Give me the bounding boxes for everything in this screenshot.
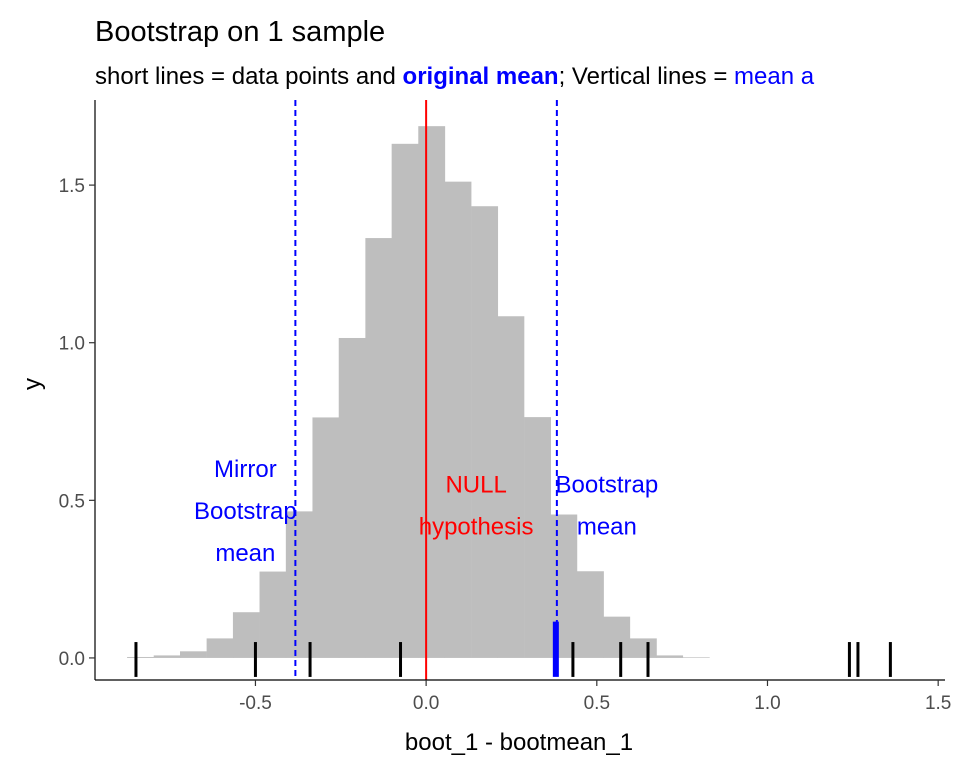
histogram-bar: [285, 511, 313, 658]
histogram-bar: [127, 656, 154, 658]
histogram-bar: [603, 616, 631, 658]
histogram-bar: [682, 657, 710, 658]
histogram-bars: [127, 126, 710, 658]
x-tick-label: 1.0: [754, 693, 780, 714]
y-tick-label: 0.5: [59, 491, 85, 512]
histogram-bar: [312, 417, 340, 658]
data-point-rug: [134, 621, 892, 677]
y-tick-label: 1.0: [59, 334, 85, 355]
annotation-line: Bootstrap: [556, 472, 659, 499]
y-axis-title: y: [19, 378, 46, 390]
x-axis-title: boot_1 - bootmean_1: [405, 729, 633, 756]
histogram-bar: [206, 638, 234, 658]
histogram-bar: [524, 417, 551, 658]
y-tick-label: 1.5: [59, 176, 85, 197]
histogram-bar: [391, 143, 419, 658]
x-tick-label: 0.5: [584, 693, 610, 714]
annotation-line: hypothesis: [419, 514, 534, 541]
annotations: Mirror Bootstrap mean NULL hypothesis Boots…: [194, 456, 658, 567]
x-tick-label: 0.0: [413, 693, 439, 714]
y-tick-label: 0.0: [59, 649, 85, 670]
histogram-bar: [259, 571, 287, 658]
histogram-bar: [471, 206, 499, 658]
histogram-bar: [629, 638, 657, 658]
annotation-line: mean: [577, 514, 637, 541]
subtitle-part: original mean: [403, 63, 559, 90]
annotation-line: Mirror: [214, 456, 277, 483]
subtitle-part: mean a: [734, 63, 815, 90]
histogram-bar: [497, 316, 525, 658]
histogram-bar: [153, 655, 181, 658]
histogram-bar: [656, 655, 684, 658]
chart-title: Bootstrap on 1 sample: [95, 16, 385, 48]
reference-lines: [294, 100, 558, 680]
histogram-bar: [418, 126, 446, 658]
chart-subtitle: short lines = data points and original m…: [95, 63, 815, 90]
annotation-line: mean: [215, 540, 275, 567]
histogram-bar: [577, 571, 604, 658]
x-tick-label: -0.5: [239, 693, 272, 714]
annotation-line: Bootstrap: [194, 498, 297, 525]
mirror-bootstrap-mean-label: Mirror Bootstrap mean: [194, 456, 297, 567]
histogram-bar: [180, 651, 207, 658]
axes: -0.5 0.0 0.5 1.0 1.5 0.0 0.5 1.0 1.5: [59, 100, 951, 714]
histogram-bar: [444, 181, 472, 658]
subtitle-part: short lines = data points and: [95, 63, 403, 90]
subtitle-part: ; Vertical lines =: [559, 63, 734, 90]
annotation-line: NULL: [445, 472, 506, 499]
null-hypothesis-label: NULL hypothesis: [419, 472, 534, 541]
x-tick-label: 1.5: [925, 693, 951, 714]
histogram-bar: [338, 337, 366, 658]
bootstrap-mean-label: Bootstrap mean: [556, 472, 659, 541]
histogram-bar: [365, 238, 393, 658]
